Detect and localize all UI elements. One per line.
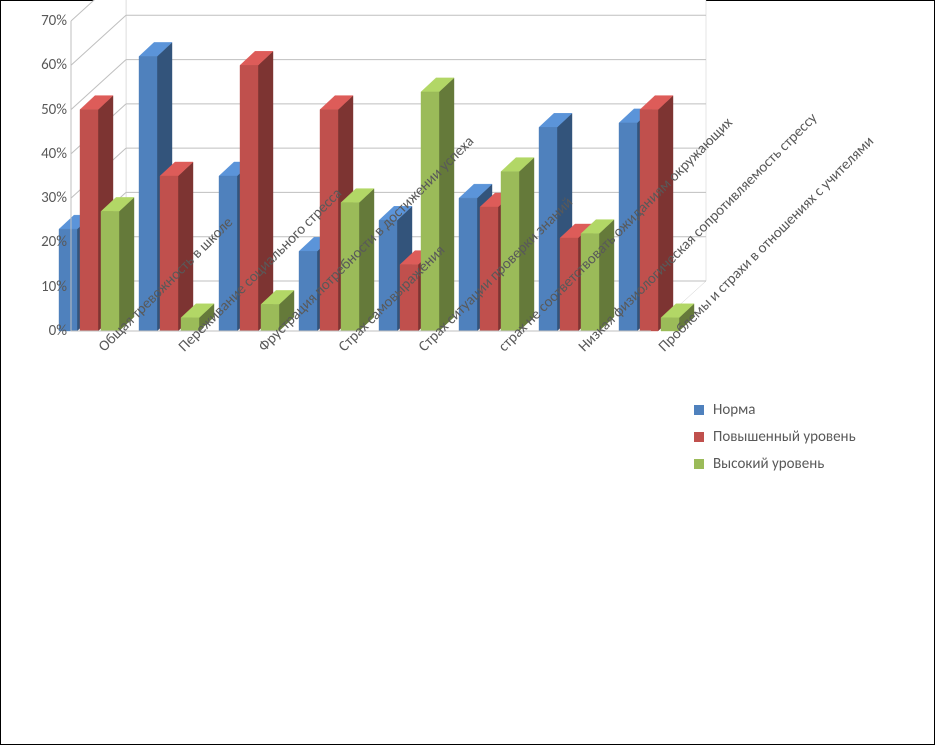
y-tick-label: 50% <box>27 101 67 119</box>
legend-item: Норма <box>694 401 856 419</box>
y-tick-label: 20% <box>27 233 67 251</box>
legend-label: Высокий уровень <box>713 455 824 473</box>
legend-swatch <box>694 432 704 442</box>
y-tick-label: 10% <box>27 278 67 296</box>
legend-label: Повышенный уровень <box>713 428 856 446</box>
legend-label: Норма <box>713 401 755 419</box>
y-tick-label: 30% <box>27 189 67 207</box>
legend: Норма Повышенный уровень Высокий уровень <box>694 401 856 482</box>
legend-swatch <box>694 405 704 415</box>
y-tick-label: 0% <box>27 322 67 340</box>
y-tick-label: 40% <box>27 145 67 163</box>
legend-item: Повышенный уровень <box>694 428 856 446</box>
y-tick-label: 70% <box>27 12 67 30</box>
y-tick-label: 60% <box>27 56 67 74</box>
legend-item: Высокий уровень <box>694 455 856 473</box>
legend-swatch <box>694 459 704 469</box>
